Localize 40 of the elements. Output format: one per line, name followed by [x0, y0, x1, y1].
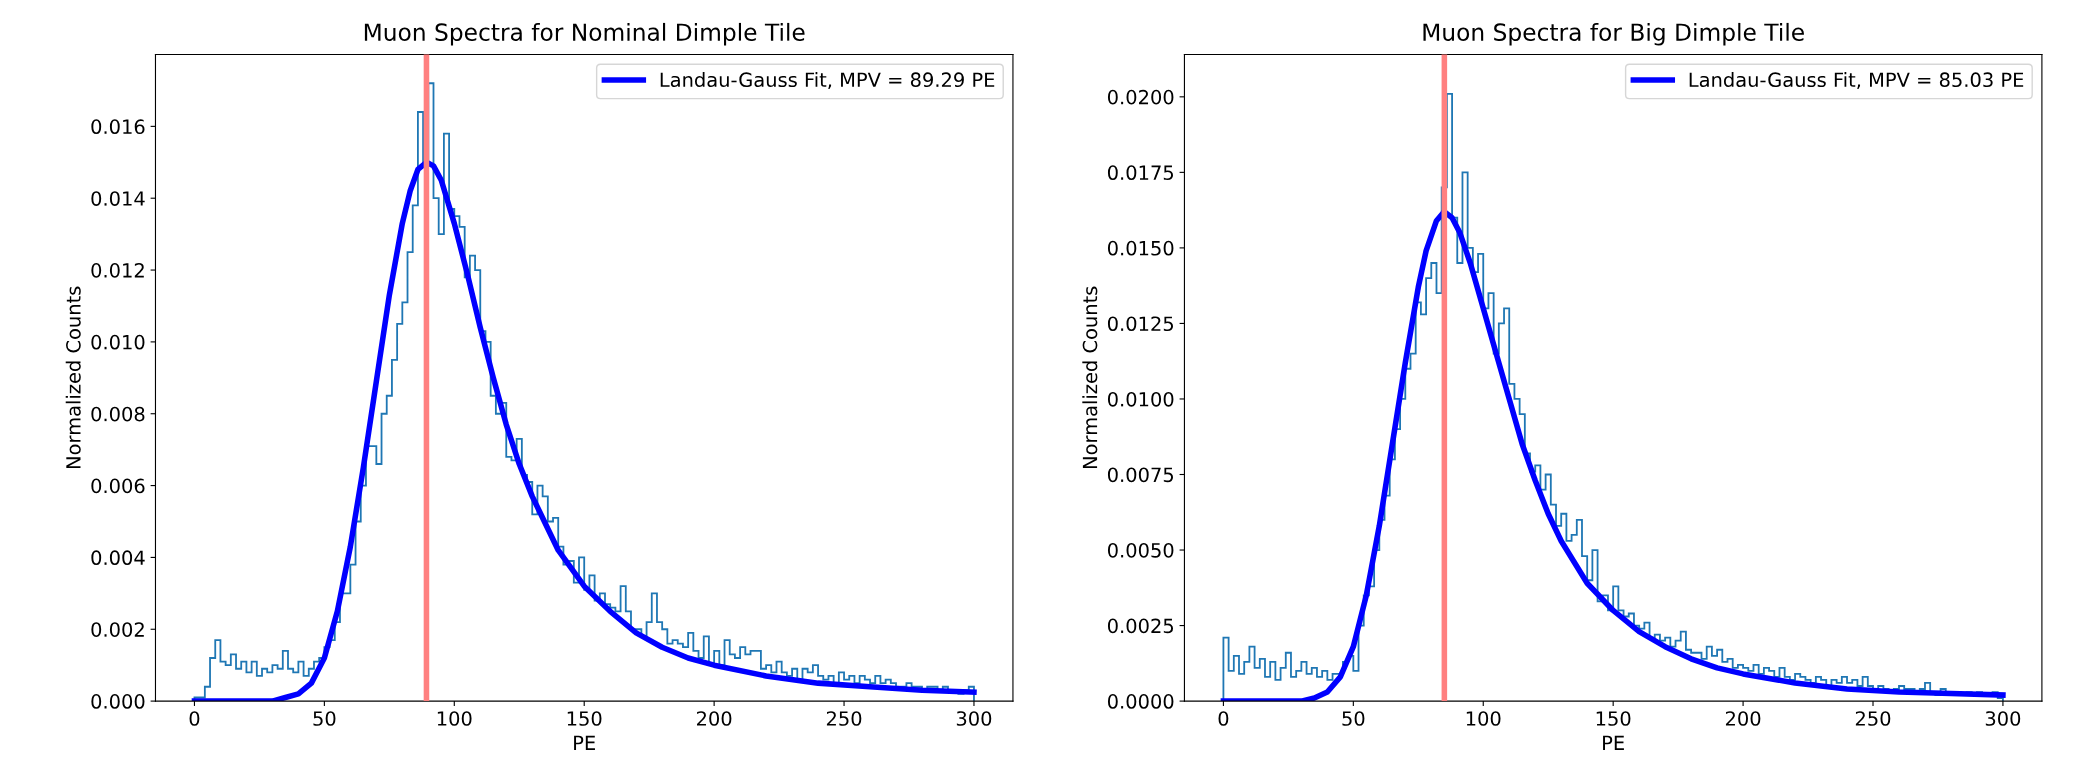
y-tick-label: 0.006 — [91, 478, 145, 494]
x-tick-label: 200 — [697, 711, 732, 726]
y-tick-label: 0.0100 — [1107, 391, 1174, 407]
y-tick-label: 0.014 — [91, 191, 145, 206]
chart-title: Muon Spectra for Big Dimple Tile — [1423, 22, 1804, 46]
x-tick-label: 0 — [1218, 711, 1229, 726]
x-tick-label: 250 — [826, 711, 862, 726]
y-tick-label: 0.0075 — [1107, 467, 1174, 483]
y-tick-label: 0.002 — [91, 622, 144, 637]
legend-label: Landau-Gauss Fit, MPV = 89.29 PE — [660, 72, 995, 90]
y-tick-label: 0.010 — [91, 334, 145, 350]
legend-label: Landau-Gauss Fit, MPV = 85.03 PE — [1689, 72, 2024, 90]
x-tick-label: 250 — [1855, 711, 1891, 726]
x-tick-label: 150 — [567, 711, 602, 726]
y-tick-label: 0.0050 — [1107, 542, 1174, 558]
y-axis-title: Normalized Counts — [65, 286, 81, 469]
y-tick-label: 0.0125 — [1107, 316, 1174, 332]
x-tick-label: 50 — [1342, 711, 1365, 726]
x-tick-label: 100 — [1466, 711, 1501, 726]
y-tick-label: 0.016 — [91, 119, 145, 135]
x-tick-label: 200 — [1725, 711, 1761, 726]
x-tick-label: 300 — [956, 711, 992, 726]
y-axis-title: Normalized Counts — [1082, 286, 1098, 469]
y-tick-label: 0.0000 — [1107, 694, 1174, 709]
y-tick-label: 0.0025 — [1107, 618, 1174, 634]
x-tick-label: 300 — [1985, 711, 2021, 726]
y-tick-label: 0.0150 — [1107, 240, 1174, 256]
x-tick-label: 150 — [1596, 711, 1631, 726]
y-tick-label: 0.008 — [91, 406, 145, 422]
y-tick-label: 0.000 — [91, 694, 145, 709]
y-tick-label: 0.012 — [91, 263, 144, 278]
chart-title: Muon Spectra for Nominal Dimple Tile — [364, 22, 805, 46]
x-tick-label: 0 — [189, 711, 200, 726]
y-tick-label: 0.0175 — [1107, 165, 1174, 181]
x-tick-label: 50 — [313, 711, 336, 726]
x-axis-title: PE — [1603, 735, 1624, 750]
y-tick-label: 0.004 — [91, 550, 145, 566]
x-axis-title: PE — [574, 735, 595, 750]
y-tick-label: 0.0200 — [1107, 89, 1174, 105]
x-tick-label: 100 — [437, 711, 472, 726]
